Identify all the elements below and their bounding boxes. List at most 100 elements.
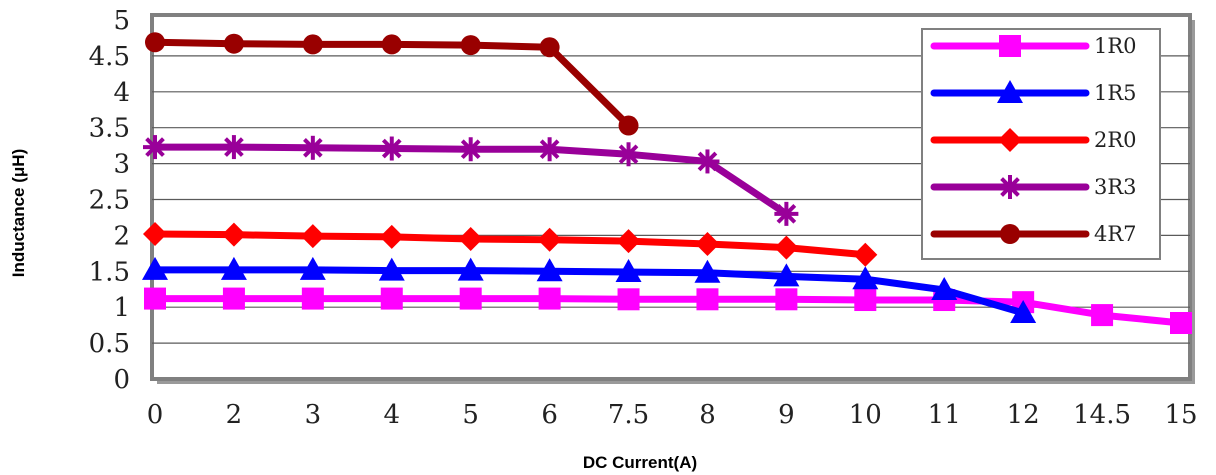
legend: 1R0 1R5 2R0 3R3 4R7 (921, 28, 1161, 260)
data-point (536, 258, 563, 282)
legend-item: 1R5 (930, 80, 1137, 105)
x-tick-label: 11 (928, 400, 961, 430)
y-axis-ticks: 0 0.5 1 1.5 2 2.5 3 3.5 4 4.5 5 (89, 6, 130, 395)
series-line (151, 266, 1027, 317)
data-point (143, 135, 167, 160)
data-point (1010, 299, 1037, 323)
legend-marker (998, 128, 1022, 152)
y-tick-label: 4.5 (89, 42, 130, 72)
data-point (457, 257, 484, 281)
legend-marker (1000, 224, 1020, 244)
data-point (459, 287, 482, 310)
data-point (1170, 311, 1192, 334)
series-1R5 (142, 256, 1037, 323)
data-point (696, 288, 719, 311)
x-tick-label: 10 (849, 400, 882, 430)
data-point (300, 135, 325, 160)
legend-item: 3R3 (930, 175, 1137, 199)
data-point (458, 137, 483, 162)
y-axis-title: Inductance (μH) (9, 149, 28, 277)
series-3R3 (143, 135, 799, 226)
data-point (617, 288, 640, 311)
legend-label: 1R5 (1094, 81, 1137, 105)
data-point (144, 287, 166, 310)
legend-label: 3R3 (1094, 175, 1137, 199)
x-tick-label: 3 (305, 400, 322, 430)
data-point (615, 259, 642, 283)
data-point (379, 136, 404, 161)
data-point (852, 266, 879, 290)
x-axis-title: DC Current(A) (583, 453, 697, 472)
x-tick-label: 4 (383, 400, 400, 430)
legend-label: 4R7 (1094, 222, 1137, 246)
data-point (381, 34, 402, 55)
data-point (537, 137, 562, 162)
y-tick-label: 3.5 (89, 114, 130, 144)
data-point (302, 34, 323, 55)
data-point (539, 37, 560, 58)
y-tick-label: 4 (113, 78, 130, 108)
data-point (775, 288, 798, 311)
data-point (695, 149, 720, 174)
data-point (931, 276, 958, 300)
legend-items: 1R0 1R5 2R0 3R3 4R7 (930, 34, 1137, 246)
legend-box (921, 28, 1161, 260)
data-point (145, 32, 165, 53)
x-tick-label: 14.5 (1073, 400, 1131, 430)
y-tick-label: 1.5 (89, 257, 130, 287)
data-point (538, 287, 561, 310)
data-point (220, 256, 247, 280)
data-point (854, 289, 877, 312)
y-tick-label: 5 (113, 6, 130, 36)
data-point (694, 259, 721, 283)
x-tick-label: 8 (699, 400, 716, 430)
x-tick-label: 2 (226, 400, 243, 430)
data-point (1091, 304, 1114, 327)
data-point (618, 115, 639, 136)
data-point (221, 222, 246, 247)
y-tick-label: 1 (113, 293, 130, 323)
legend-item: 2R0 (930, 128, 1137, 152)
y-tick-label: 3 (113, 150, 130, 180)
legend-label: 1R0 (1094, 34, 1137, 58)
x-tick-label: 0 (147, 400, 164, 430)
y-tick-label: 2.5 (89, 186, 130, 216)
data-point (299, 256, 326, 280)
x-tick-label: 15 (1164, 400, 1197, 430)
y-tick-label: 0 (113, 365, 130, 395)
data-point (380, 287, 403, 310)
data-point (221, 135, 246, 160)
data-point (460, 35, 481, 56)
series-layer (142, 32, 1192, 334)
data-point (301, 287, 324, 310)
x-tick-label: 12 (1007, 400, 1040, 430)
data-point (300, 224, 325, 249)
data-point (853, 242, 878, 267)
series-line (151, 295, 1185, 327)
data-point (142, 256, 168, 280)
series-line (151, 230, 869, 259)
y-tick-label: 2 (113, 221, 130, 251)
legend-marker (997, 80, 1023, 103)
data-point (616, 142, 641, 167)
legend-label: 2R0 (1094, 128, 1137, 152)
x-tick-label: 9 (778, 400, 795, 430)
legend-item: 1R0 (930, 34, 1137, 58)
data-point (223, 33, 244, 54)
legend-marker (998, 175, 1022, 199)
data-point (616, 229, 641, 254)
x-tick-label: 6 (541, 400, 558, 430)
legend-marker (999, 35, 1021, 57)
data-point (537, 227, 562, 252)
data-point (774, 201, 799, 226)
data-point (143, 221, 167, 246)
series-1R0 (144, 287, 1192, 334)
series-4R7 (145, 32, 639, 136)
x-tick-label: 7.5 (608, 400, 649, 430)
data-point (379, 224, 404, 249)
data-point (774, 235, 799, 260)
legend-item: 4R7 (930, 222, 1137, 246)
data-point (695, 232, 720, 257)
data-point (378, 257, 405, 281)
